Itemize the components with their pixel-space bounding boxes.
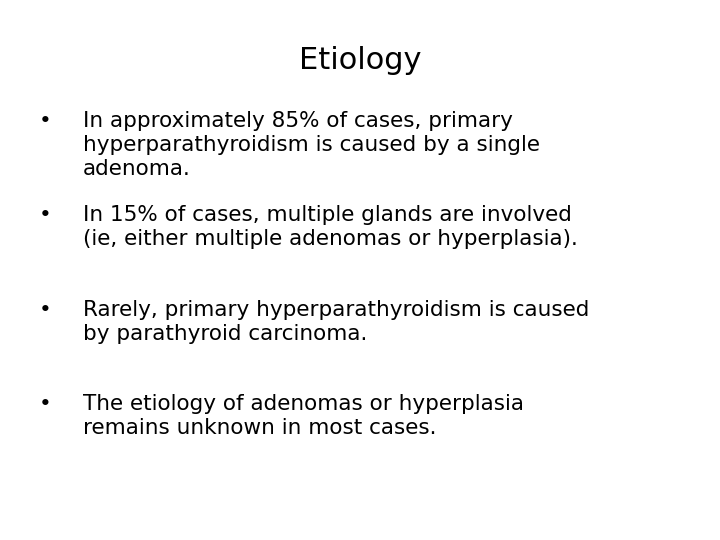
Text: The etiology of adenomas or hyperplasia
remains unknown in most cases.: The etiology of adenomas or hyperplasia … [83, 394, 523, 438]
Text: Rarely, primary hyperparathyroidism is caused
by parathyroid carcinoma.: Rarely, primary hyperparathyroidism is c… [83, 300, 589, 343]
Text: In approximately 85% of cases, primary
hyperparathyroidism is caused by a single: In approximately 85% of cases, primary h… [83, 111, 540, 179]
Text: •: • [38, 111, 51, 131]
Text: •: • [38, 394, 51, 414]
Text: Etiology: Etiology [299, 46, 421, 75]
Text: •: • [38, 205, 51, 225]
Text: In 15% of cases, multiple glands are involved
(ie, either multiple adenomas or h: In 15% of cases, multiple glands are inv… [83, 205, 577, 249]
Text: •: • [38, 300, 51, 320]
